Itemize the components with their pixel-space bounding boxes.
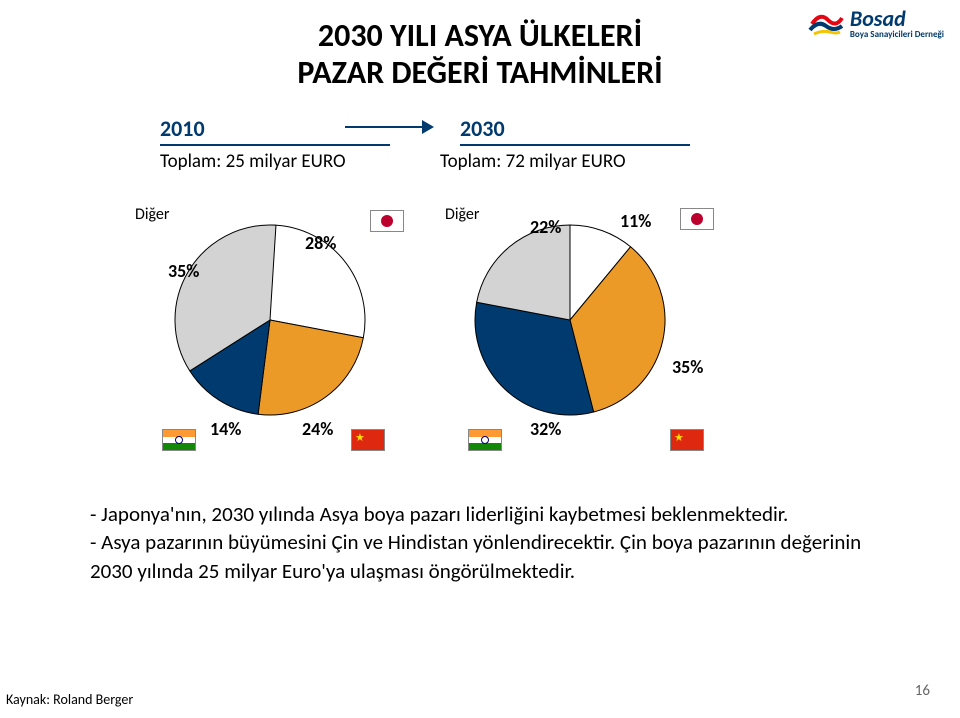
pct-label: 28% — [305, 232, 336, 254]
arrow-line — [345, 126, 425, 128]
pie-2010 — [175, 225, 365, 415]
flag-cn-icon — [351, 429, 385, 451]
other-label-2030: Diğer — [445, 205, 479, 224]
pct-label: 32% — [530, 418, 561, 440]
flag-in-icon — [468, 429, 502, 451]
year-cell-left: 2010 — [160, 115, 420, 146]
year-underline-right — [460, 144, 690, 146]
flag-in-icon — [162, 429, 196, 451]
title-line-2: PAZAR DEĞERİ TAHMİNLERİ — [297, 53, 662, 92]
year-label-2010: 2010 — [160, 115, 420, 142]
other-label-2010: Diğer — [135, 205, 169, 224]
title-line-1: 2030 YILI ASYA ÜLKELERİ — [318, 16, 642, 55]
total-right: Toplam: 72 milyar EURO — [440, 150, 626, 173]
pct-label: 35% — [168, 260, 199, 282]
body-p1: - Japonya'nın, 2030 yılında Asya boya pa… — [90, 500, 890, 528]
pct-label: 24% — [302, 418, 333, 440]
year-cell-right: 2030 — [460, 115, 720, 146]
flag-jp-icon — [370, 210, 404, 232]
arrow-head-icon — [422, 120, 434, 134]
total-left: Toplam: 25 milyar EURO — [160, 150, 346, 173]
pct-label: 22% — [530, 216, 561, 238]
page-title: 2030 YILI ASYA ÜLKELERİ PAZAR DEĞERİ TAH… — [0, 18, 960, 92]
body-p2: - Asya pazarının büyümesini Çin ve Hindi… — [90, 528, 890, 585]
year-row: 2010 2030 — [160, 115, 720, 146]
pie-2030 — [475, 225, 665, 415]
pct-label: 35% — [672, 356, 703, 378]
flag-jp-icon — [680, 208, 714, 230]
pct-label: 11% — [620, 210, 651, 232]
body-text: - Japonya'nın, 2030 yılında Asya boya pa… — [90, 500, 890, 585]
source-line: Kaynak: Roland Berger — [6, 691, 133, 708]
pct-label: 14% — [210, 418, 241, 440]
page-number: 16 — [915, 682, 930, 700]
flag-cn-icon — [670, 429, 704, 451]
year-underline-left — [160, 144, 390, 146]
year-label-2030: 2030 — [460, 115, 720, 142]
